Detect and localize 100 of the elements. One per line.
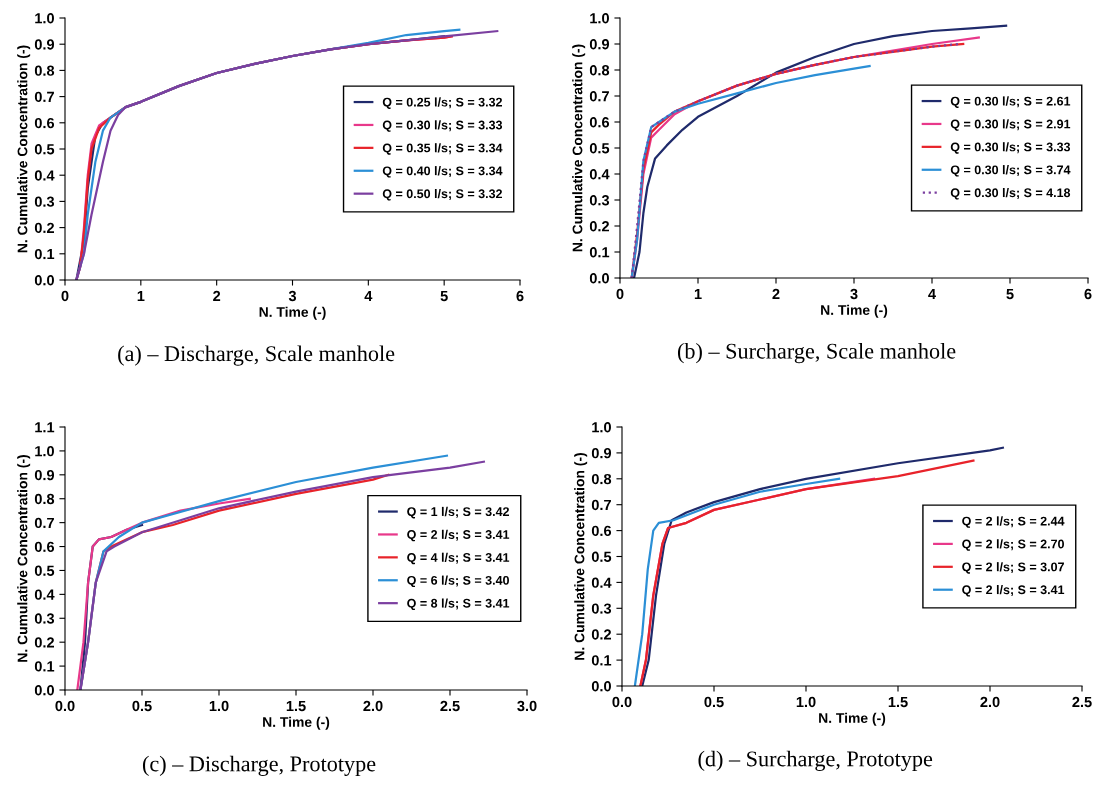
x-tick-label: 2.5	[440, 700, 460, 712]
legend-label: Q = 0.30 l/s; S = 3.33	[950, 142, 1071, 154]
y-tick-label: 0.3	[34, 613, 55, 624]
x-tick-label: 2.0	[980, 696, 1000, 708]
x-tick-label: 2	[213, 290, 221, 301]
y-tick-label: 0.1	[34, 248, 55, 260]
x-axis-title: N. Time (-)	[259, 306, 326, 320]
text: (c) – Discharge, Prototype	[142, 755, 376, 776]
x-tick-label: 4	[364, 290, 373, 301]
y-tick-label: 0.0	[34, 275, 54, 286]
legend-label: Q = 1 l/s; S = 3.42	[407, 506, 509, 519]
x-tick-label: 0.0	[55, 700, 75, 712]
legend-label: Q = 0.35 l/s; S = 3.34	[382, 143, 503, 155]
legend-label: Q = 0.25 l/s; S = 3.32	[382, 97, 503, 109]
x-tick-label: 5	[1006, 288, 1014, 300]
y-tick-label: 0.2	[34, 222, 54, 234]
x-tick-label: 2.0	[363, 700, 383, 712]
legend-label: Q = 0.30 l/s; S = 2.61	[950, 96, 1071, 108]
y-axis-title: N. Cumulative Concentration (-)	[17, 45, 31, 253]
y-axis-title: N. Cumulative Concentration (-)	[574, 453, 588, 660]
text: (d) – Surcharge, Prototype	[698, 750, 933, 771]
y-tick-label: 0.6	[34, 117, 55, 129]
legend-label: Q = 0.50 l/s; S = 3.32	[382, 188, 503, 201]
y-tick-label: 0.0	[589, 273, 609, 284]
y-tick-label: 0.4	[591, 577, 612, 588]
y-tick-label: 0.9	[589, 39, 610, 50]
x-tick-label: 1.5	[286, 700, 306, 712]
y-tick-label: 0.1	[34, 661, 55, 672]
y-tick-label: 0.3	[591, 603, 612, 614]
x-tick-label: 3.0	[517, 700, 537, 712]
x-tick-label: 0.0	[612, 696, 632, 708]
y-tick-label: 1.0	[35, 13, 54, 24]
y-tick-label: 0.6	[34, 541, 55, 552]
x-tick-label: 6	[1084, 288, 1092, 300]
legend-label: Q = 0.30 l/s; S = 4.18	[950, 187, 1071, 200]
x-tick-label: 2	[772, 288, 780, 299]
y-axis-title: N. Cumulative Concentration (-)	[572, 44, 586, 252]
x-tick-label: 2.5	[1072, 696, 1092, 708]
x-tick-label: 1.0	[209, 700, 229, 712]
y-tick-label: 0.5	[34, 144, 55, 155]
y-tick-label: 0.4	[34, 589, 55, 600]
y-tick-label: 1.0	[35, 446, 54, 457]
legend-label: Q = 2 l/s; S = 3.41	[962, 585, 1065, 597]
y-tick-label: 0.8	[34, 493, 55, 505]
y-tick-label: 1.1	[35, 422, 55, 433]
y-tick-label: 0.1	[591, 655, 612, 666]
y-tick-label: 0.8	[591, 473, 612, 485]
legend-label: Q = 2 l/s; S = 3.07	[962, 562, 1064, 574]
y-tick-label: 0.3	[589, 195, 610, 206]
y-tick-label: 0.9	[591, 448, 612, 459]
text: (b) – Surcharge, Scale manhole	[677, 343, 956, 364]
x-tick-label: 5	[440, 290, 448, 302]
x-axis-title: N. Time (-)	[263, 716, 330, 730]
y-tick-label: 0.8	[589, 65, 610, 76]
x-tick-label: 0	[616, 288, 624, 300]
legend-label: Q = 2 l/s; S = 3.41	[407, 529, 510, 542]
legend-label: Q = 8 l/s; S = 3.41	[407, 598, 510, 610]
y-tick-label: 0.9	[34, 39, 55, 50]
legend-label: Q = 4 l/s; S = 3.41	[407, 552, 510, 565]
y-tick-label: 0.9	[34, 469, 55, 481]
y-tick-label: 1.0	[592, 422, 611, 433]
x-tick-label: 0.5	[132, 700, 152, 712]
text: (a) – Discharge, Scale manhole	[118, 345, 395, 366]
y-tick-label: 1.0	[590, 13, 609, 24]
y-tick-label: 0.7	[591, 499, 611, 511]
x-tick-label: 1	[694, 288, 702, 299]
y-tick-label: 0.6	[591, 525, 612, 537]
x-tick-label: 0	[61, 290, 69, 302]
y-tick-label: 0.2	[591, 629, 611, 640]
legend-label: Q = 0.30 l/s; S = 3.74	[950, 165, 1071, 177]
y-tick-label: 0.3	[34, 196, 55, 207]
y-tick-label: 0.2	[34, 637, 54, 648]
y-tick-label: 0.7	[589, 91, 609, 102]
x-tick-label: 4	[928, 288, 936, 299]
legend-label: Q = 6 l/s; S = 3.40	[407, 575, 509, 588]
legend-label: Q = 0.40 l/s; S = 3.34	[382, 166, 503, 178]
legend-label: Q = 2 l/s; S = 2.44	[962, 516, 1065, 528]
y-tick-label: 0.5	[34, 565, 55, 576]
x-tick-label: 3	[288, 290, 297, 302]
x-tick-label: 1.0	[796, 696, 816, 708]
x-tick-label: 1	[137, 290, 145, 301]
y-axis-title: N. Cumulative Concentration (-)	[17, 455, 31, 662]
y-tick-label: 0.0	[34, 685, 54, 696]
y-tick-label: 0.8	[34, 65, 55, 76]
legend-label: Q = 2 l/s; S = 2.70	[962, 539, 1064, 551]
y-tick-label: 0.0	[591, 681, 611, 692]
legend-label: Q = 0.30 l/s; S = 3.33	[382, 120, 503, 132]
x-tick-label: 3	[850, 288, 858, 300]
y-tick-label: 0.5	[589, 143, 610, 154]
x-axis-title: N. Time (-)	[821, 304, 888, 318]
y-tick-label: 0.6	[589, 117, 610, 128]
x-tick-label: 0.5	[704, 696, 724, 708]
legend-label: Q = 0.30 l/s; S = 2.91	[950, 119, 1071, 131]
y-tick-label: 0.7	[34, 517, 54, 529]
y-tick-label: 0.1	[589, 247, 610, 258]
x-tick-label: 1.5	[888, 696, 908, 708]
y-tick-label: 0.4	[34, 170, 55, 181]
y-tick-label: 0.2	[589, 221, 609, 232]
y-tick-label: 0.7	[34, 91, 54, 103]
y-tick-label: 0.5	[591, 551, 612, 562]
